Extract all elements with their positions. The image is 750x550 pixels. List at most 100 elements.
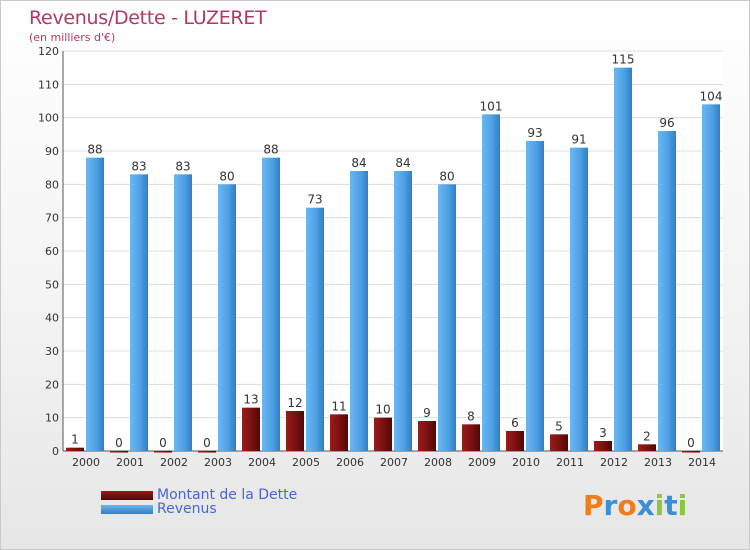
bar-revenus-2014 [702,104,720,451]
data-label-revenus-2010: 93 [527,126,542,140]
x-tick-label: 2002 [160,456,188,469]
y-tick-label: 80 [45,178,59,191]
x-tick-label: 2014 [688,456,716,469]
x-tick-label: 2005 [292,456,320,469]
bars [66,67,720,453]
bar-dette-2010 [506,431,524,451]
bar-dette-2011 [550,434,568,451]
gridlines [63,50,723,452]
data-label-dette-2004: 13 [243,393,258,407]
y-tick-label: 60 [45,245,59,258]
data-label-revenus-2004: 88 [263,143,278,157]
data-label-dette-2013: 2 [643,429,651,443]
bar-revenus-2003 [218,184,236,452]
y-tick-label: 50 [45,278,59,291]
x-tick-label: 2008 [424,456,452,469]
bar-revenus-2011 [570,147,588,451]
bar-revenus-2013 [658,131,676,451]
proxiti-logo: Proxiti [583,489,687,522]
data-label-dette-2012: 3 [599,426,607,440]
logo-letter: t [664,489,678,522]
data-label-dette-2009: 8 [467,409,475,423]
bar-revenus-2001 [130,174,148,452]
y-tick-label: 30 [45,345,59,358]
data-label-dette-2005: 12 [287,396,302,410]
data-label-revenus-2007: 84 [395,156,410,170]
legend-swatch-revenus [101,504,153,514]
x-tick-label: 2004 [248,456,276,469]
y-tick-label: 110 [38,78,59,91]
data-label-revenus-2000: 88 [87,143,102,157]
data-label-revenus-2011: 91 [571,133,586,147]
bar-dette-2008 [418,421,436,451]
data-label-dette-2003: 0 [203,436,211,450]
x-tick-label: 2013 [644,456,672,469]
data-label-dette-2011: 5 [555,419,563,433]
data-label-dette-2007: 10 [375,403,390,417]
data-label-dette-2008: 9 [423,406,431,420]
x-tick-label: 2001 [116,456,144,469]
bar-dette-2002 [154,451,172,453]
bar-dette-2014 [682,451,700,453]
y-tick-label: 0 [52,445,59,458]
y-tick-label: 120 [38,45,59,58]
logo-letter: o [617,489,637,522]
y-tick-label: 100 [38,112,59,125]
bar-dette-2004 [242,407,260,451]
data-label-dette-2000: 1 [71,433,79,447]
bar-revenus-2000 [86,157,104,451]
x-tick-label: 2006 [336,456,364,469]
y-tick-label: 70 [45,212,59,225]
bar-revenus-2004 [262,157,280,451]
x-tick-label: 2003 [204,456,232,469]
y-tick-label: 10 [45,412,59,425]
bar-dette-2001 [110,451,128,453]
data-label-revenus-2012: 115 [612,53,635,67]
legend-swatch-dette [101,490,153,500]
y-tick-label: 40 [45,312,59,325]
bar-dette-2006 [330,414,348,451]
y-tick-label: 90 [45,145,59,158]
bar-dette-2000 [66,447,84,451]
data-label-revenus-2003: 80 [219,169,234,183]
logo-letter: r [603,489,618,522]
data-label-dette-2001: 0 [115,436,123,450]
data-label-revenus-2013: 96 [659,116,674,130]
data-label-revenus-2009: 101 [480,99,503,113]
bar-dette-2007 [374,417,392,451]
logo-letter: i [677,489,688,522]
data-labels: 1 88 0 83 0 83 0 80 13 88 12 73 11 84 10 84 9 80 8 101 6 93 5 9… [71,53,722,450]
logo-letter: x [636,489,655,522]
bar-revenus-2012 [614,67,632,452]
data-label-dette-2014: 0 [687,436,695,450]
logo-letter: P [583,489,604,522]
bar-revenus-2006 [350,171,368,451]
data-label-revenus-2008: 80 [439,169,454,183]
data-label-dette-2002: 0 [159,436,167,450]
x-tick-label: 2012 [600,456,628,469]
bar-revenus-2005 [306,207,324,451]
legend-label-dette: Montant de la Dette [157,487,298,503]
bar-dette-2003 [198,451,216,453]
data-label-revenus-2002: 83 [175,159,190,173]
legend-item-dette: Montant de la Dette [101,487,297,503]
bar-revenus-2009 [482,114,500,451]
data-label-revenus-2014: 104 [700,89,723,103]
data-label-revenus-2005: 73 [307,193,322,207]
data-label-revenus-2006: 84 [351,156,366,170]
legend-label-revenus: Revenus [157,501,217,517]
x-tick-label: 2000 [72,456,100,469]
bar-revenus-2008 [438,184,456,452]
x-tick-label: 2009 [468,456,496,469]
bar-dette-2013 [638,444,656,451]
logo-letter: i [654,489,665,522]
x-tick-label: 2011 [556,456,584,469]
legend-item-revenus: Revenus [101,501,217,517]
bar-dette-2012 [594,441,612,451]
x-tick-label: 2007 [380,456,408,469]
bar-dette-2005 [286,411,304,451]
bar-revenus-2007 [394,171,412,451]
